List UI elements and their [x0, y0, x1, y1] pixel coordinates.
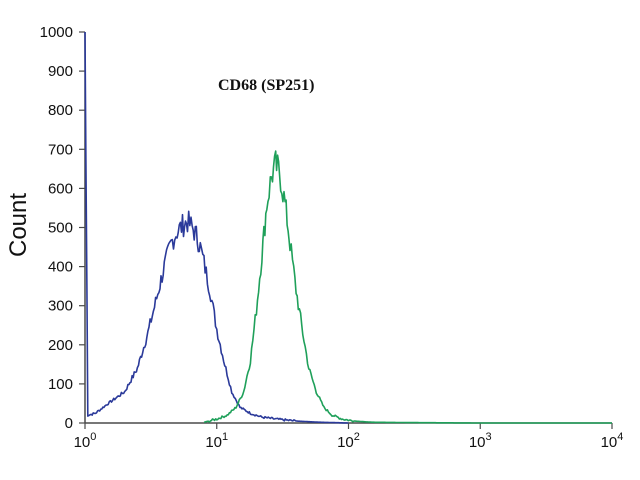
x-tick-base: 10 — [205, 434, 222, 451]
histogram-series-2 — [203, 150, 612, 424]
y-tick-label: 400 — [48, 259, 73, 276]
y-tick-label: 300 — [48, 298, 73, 315]
x-tick-exponent: 2 — [354, 431, 360, 443]
x-tick-exponent: 0 — [90, 431, 96, 443]
y-axis-ticks: 0 100 200 300 400 500 600 700 800 900 1000 — [40, 24, 85, 432]
x-tick-exponent: 4 — [617, 431, 623, 443]
y-tick-label: 1000 — [40, 24, 73, 41]
y-tick-label: 900 — [48, 63, 73, 80]
y-tick-label: 0 — [65, 415, 73, 432]
x-axis-ticks: 100 101 102 103 104 — [74, 423, 624, 451]
x-tick-base: 10 — [601, 434, 618, 451]
x-tick-base: 10 — [74, 434, 91, 451]
x-tick-exponent: 3 — [486, 431, 492, 443]
x-tick-exponent: 1 — [222, 431, 228, 443]
series-layer — [84, 31, 612, 424]
x-tick-label: 104 — [601, 431, 624, 451]
y-tick-label: 500 — [48, 220, 73, 237]
x-tick-base: 10 — [337, 434, 354, 451]
x-tick-label: 100 — [74, 431, 97, 451]
x-tick-label: 102 — [337, 431, 360, 451]
x-tick-base: 10 — [469, 434, 486, 451]
y-tick-label: 800 — [48, 102, 73, 119]
y-tick-label: 700 — [48, 141, 73, 158]
x-tick-label: 101 — [205, 431, 228, 451]
y-tick-label: 100 — [48, 376, 73, 393]
histogram-series-1 — [84, 31, 349, 424]
x-tick-label: 103 — [469, 431, 492, 451]
y-tick-label: 200 — [48, 337, 73, 354]
axes — [84, 32, 612, 424]
y-tick-label: 600 — [48, 180, 73, 197]
y-axis-label: Count — [5, 193, 32, 257]
chart-title: CD68 (SP251) — [218, 77, 314, 94]
